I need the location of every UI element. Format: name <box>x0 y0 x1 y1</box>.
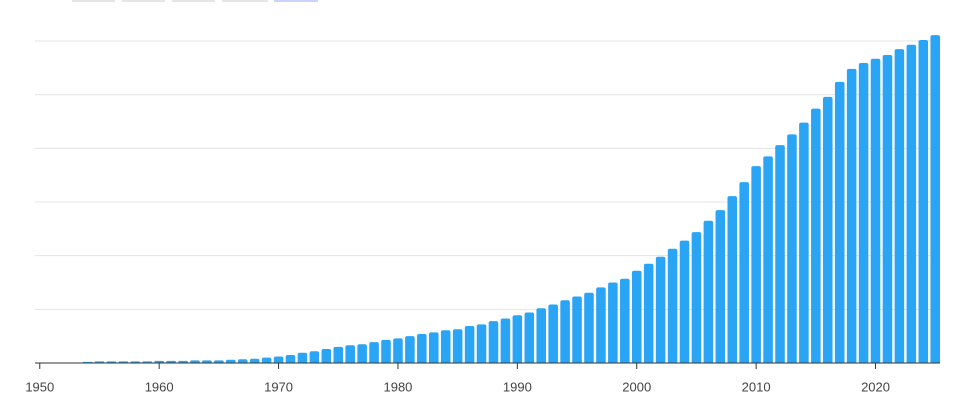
bar <box>202 360 212 363</box>
bar <box>237 359 248 363</box>
bar <box>524 312 535 363</box>
x-tick-label: 1960 <box>145 379 174 394</box>
x-tick-label: 1990 <box>503 379 532 394</box>
bar <box>285 354 296 363</box>
bar <box>345 345 355 363</box>
bar <box>464 325 475 363</box>
bar <box>775 145 785 363</box>
bar <box>297 352 308 363</box>
bar <box>631 270 642 363</box>
bar <box>249 358 260 363</box>
bar <box>333 346 344 363</box>
bar <box>309 351 320 363</box>
bar <box>405 336 415 363</box>
bar <box>476 324 487 363</box>
bar <box>488 321 499 363</box>
bar <box>154 360 164 363</box>
bar <box>190 360 200 363</box>
bar <box>500 318 511 363</box>
bar <box>214 360 224 363</box>
bar <box>452 329 463 363</box>
bar <box>381 339 391 363</box>
bar <box>787 134 797 363</box>
legend-box[interactable] <box>222 0 268 2</box>
bar <box>870 58 881 364</box>
bar <box>799 122 809 364</box>
bar <box>739 182 749 363</box>
bar <box>512 315 523 363</box>
bar <box>273 356 284 363</box>
bar <box>428 332 439 363</box>
bar <box>822 96 833 363</box>
bar <box>715 210 726 363</box>
bar <box>643 263 654 363</box>
legend-stub <box>72 0 318 2</box>
bar <box>261 357 272 363</box>
bar <box>536 308 547 363</box>
bar <box>321 349 332 363</box>
bar <box>178 360 188 363</box>
bar <box>918 39 929 363</box>
bar <box>226 359 236 363</box>
bar <box>811 108 821 364</box>
bar <box>751 166 761 363</box>
bar <box>667 248 678 363</box>
bar <box>572 296 582 363</box>
bar <box>608 282 618 363</box>
bar <box>655 256 666 363</box>
bar <box>858 63 869 363</box>
x-tick-label: 2020 <box>861 379 890 394</box>
x-tick-label: 1950 <box>25 379 54 394</box>
bar <box>357 344 367 363</box>
bar <box>369 342 379 363</box>
x-tick-label: 2010 <box>742 379 771 394</box>
x-tick-label: 2000 <box>622 379 651 394</box>
bar <box>727 196 738 363</box>
bar <box>596 287 606 363</box>
bar <box>834 81 845 363</box>
bar <box>846 68 857 363</box>
bar <box>703 220 714 363</box>
x-tick-label: 1970 <box>264 379 293 394</box>
bar <box>560 300 570 363</box>
bar <box>763 156 773 363</box>
bar <box>906 44 917 364</box>
legend-box[interactable] <box>172 0 215 2</box>
bar <box>393 338 403 363</box>
bar <box>166 360 176 363</box>
bar <box>584 292 594 363</box>
bar <box>882 54 893 363</box>
legend-box[interactable] <box>122 0 165 2</box>
legend-box[interactable] <box>274 0 318 2</box>
x-tick-label: 1980 <box>383 379 412 394</box>
bar <box>620 278 630 363</box>
bar <box>679 240 690 363</box>
bar <box>548 304 558 363</box>
bar <box>894 49 905 363</box>
bar <box>440 330 451 363</box>
bar <box>691 232 702 363</box>
bar <box>417 334 427 363</box>
bar <box>930 35 940 363</box>
legend-box[interactable] <box>72 0 115 2</box>
